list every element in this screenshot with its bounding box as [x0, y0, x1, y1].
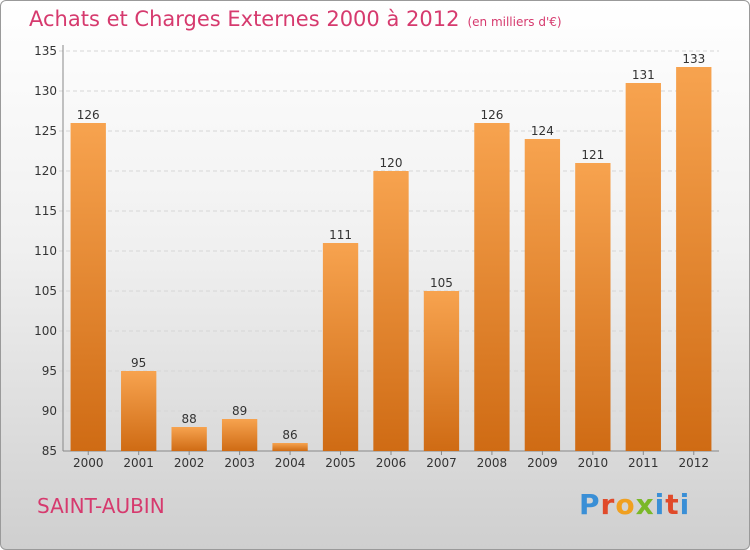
commune-name: SAINT-AUBIN — [37, 494, 165, 518]
logo-letter: r — [600, 488, 616, 521]
x-tick-label: 2012 — [678, 456, 709, 470]
x-tick-label: 2009 — [527, 456, 558, 470]
bar-value-label: 111 — [329, 228, 352, 242]
logo-letter: i — [679, 488, 691, 521]
bar — [121, 371, 157, 451]
bar-value-label: 133 — [682, 52, 705, 66]
bar-value-label: 95 — [131, 356, 146, 370]
bar-value-label: 88 — [182, 412, 197, 426]
y-tick-label: 95 — [42, 364, 57, 378]
logo-letter: t — [665, 488, 680, 521]
x-tick-label: 2011 — [628, 456, 659, 470]
y-tick-labels: 85 90 95 100 105 110 115 120 125 130 135 — [34, 44, 57, 458]
y-tick-label: 125 — [34, 124, 57, 138]
y-tick-label: 100 — [34, 324, 57, 338]
y-tick-label: 130 — [34, 84, 57, 98]
x-tick-label: 2010 — [578, 456, 609, 470]
bar-value-label: 120 — [380, 156, 403, 170]
y-tick-label: 110 — [34, 244, 57, 258]
bar-value-label: 131 — [632, 68, 655, 82]
bar-value-label: 86 — [282, 428, 297, 442]
chart-title-text: Achats et Charges Externes 2000 à 2012 — [29, 7, 460, 31]
bar-value-label: 124 — [531, 124, 554, 138]
bar — [423, 291, 460, 451]
bar-value-label: 121 — [581, 148, 604, 162]
y-tick-label: 105 — [34, 284, 57, 298]
bar — [625, 83, 661, 451]
logo-letter: o — [615, 488, 636, 521]
data-labels: 126 95 88 89 86 111 120 105 126 124 121 131 133 — [77, 52, 705, 442]
bar-value-label: 105 — [430, 276, 453, 290]
x-tick-label: 2006 — [376, 456, 407, 470]
bar — [70, 123, 106, 451]
bar — [474, 123, 510, 451]
y-tick-label: 90 — [42, 404, 57, 418]
bar — [373, 171, 409, 451]
bar — [575, 163, 611, 451]
bar-value-label: 126 — [480, 108, 503, 122]
bar-value-label: 89 — [232, 404, 247, 418]
bar — [272, 443, 308, 451]
bar — [171, 427, 207, 451]
bar — [322, 243, 359, 451]
y-tick-label: 85 — [42, 444, 57, 458]
x-tick-label: 2003 — [224, 456, 255, 470]
bars — [70, 67, 712, 451]
x-tick-label: 2008 — [477, 456, 508, 470]
logo-letter: x — [635, 488, 655, 521]
y-tick-label: 135 — [34, 44, 57, 58]
x-tick-labels: 2000 2001 2002 2003 2004 2005 2006 2007 2008 2009… — [73, 456, 709, 470]
bar-value-label: 126 — [77, 108, 100, 122]
bar — [221, 419, 258, 451]
logo-letter: i — [654, 488, 666, 521]
x-tick-label: 2000 — [73, 456, 104, 470]
x-tick-label: 2004 — [275, 456, 306, 470]
bar — [524, 139, 561, 451]
chart-subtitle: (en milliers d'€) — [467, 15, 562, 29]
bar — [676, 67, 712, 451]
x-tick-label: 2007 — [426, 456, 457, 470]
x-tick-label: 2005 — [325, 456, 356, 470]
y-tick-label: 120 — [34, 164, 57, 178]
y-tick-label: 115 — [34, 204, 57, 218]
x-tick-label: 2002 — [174, 456, 205, 470]
logo-letter: P — [579, 488, 601, 521]
x-tick-label: 2001 — [123, 456, 154, 470]
proxiti-logo[interactable]: Proxiti — [579, 488, 690, 521]
chart-title: Achats et Charges Externes 2000 à 2012 (e… — [29, 7, 562, 31]
